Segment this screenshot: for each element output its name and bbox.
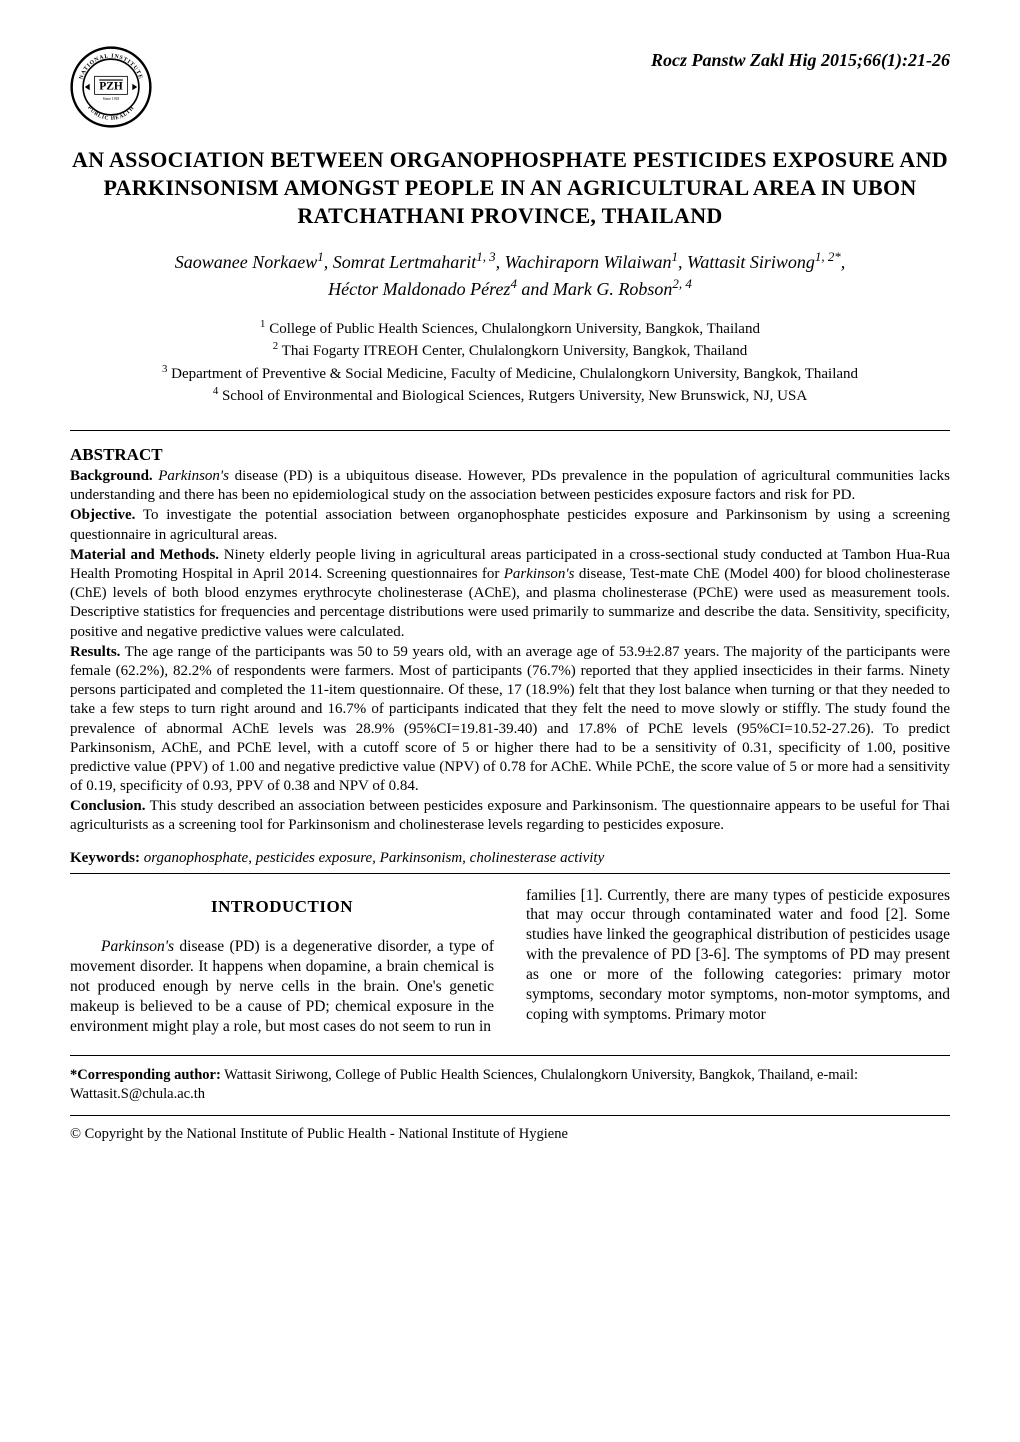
affiliations: 1 College of Public Health Sciences, Chu…: [70, 317, 950, 406]
article-title: AN ASSOCIATION BETWEEN ORGANOPHOSPHATE P…: [70, 146, 950, 230]
affiliation-4: 4 School of Environmental and Biological…: [70, 384, 950, 406]
intro-left-para: Parkinson's disease (PD) is a degenerati…: [70, 937, 494, 1036]
header-row: NATIONAL INSTITUTE PUBLIC HEALTH PZH Sin…: [70, 46, 950, 128]
page: NATIONAL INSTITUTE PUBLIC HEALTH PZH Sin…: [0, 0, 1020, 1183]
column-left: INTRODUCTION Parkinson's disease (PD) is…: [70, 886, 494, 1037]
affiliation-2: 2 Thai Fogarty ITREOH Center, Chulalongk…: [70, 339, 950, 361]
corr-label: *Corresponding author:: [70, 1067, 221, 1083]
keywords-line: Keywords: organophosphate, pesticides ex…: [70, 850, 950, 867]
column-right: families [1]. Currently, there are many …: [526, 886, 950, 1037]
abstract-conclusion: Conclusion. This study described an asso…: [70, 797, 950, 835]
affiliation-1: 1 College of Public Health Sciences, Chu…: [70, 317, 950, 339]
corresponding-author: *Corresponding author: Wattasit Siriwong…: [70, 1066, 950, 1105]
two-column-body: INTRODUCTION Parkinson's disease (PD) is…: [70, 886, 950, 1037]
abstract-objective: Objective. To investigate the potential …: [70, 506, 950, 544]
keywords-text: organophosphate, pesticides exposure, Pa…: [144, 850, 604, 866]
journal-reference: Rocz Panstw Zakl Hig 2015;66(1):21-26: [651, 46, 950, 71]
rule-before-footer: [70, 1055, 950, 1056]
rule-before-copyright: [70, 1115, 950, 1116]
intro-right-para: families [1]. Currently, there are many …: [526, 886, 950, 1025]
rule-top: [70, 430, 950, 431]
authors-line: Saowanee Norkaew1, Somrat Lertmaharit1, …: [70, 248, 950, 301]
affiliation-3: 3 Department of Preventive & Social Medi…: [70, 362, 950, 384]
rule-after-keywords: [70, 873, 950, 874]
abstract-methods: Material and Methods. Ninety elderly peo…: [70, 546, 950, 642]
abstract-background: Background. Parkinson's disease (PD) is …: [70, 467, 950, 505]
svg-text:Since 1918: Since 1918: [103, 97, 120, 101]
abstract-body: Background. Parkinson's disease (PD) is …: [70, 467, 950, 836]
introduction-heading: INTRODUCTION: [70, 896, 494, 918]
keywords-label: Keywords:: [70, 850, 140, 866]
abstract-results: Results. The age range of the participan…: [70, 643, 950, 797]
svg-text:PZH: PZH: [99, 80, 123, 92]
institute-logo: NATIONAL INSTITUTE PUBLIC HEALTH PZH Sin…: [70, 46, 152, 128]
abstract-heading: ABSTRACT: [70, 445, 950, 465]
copyright-line: © Copyright by the National Institute of…: [70, 1126, 950, 1143]
